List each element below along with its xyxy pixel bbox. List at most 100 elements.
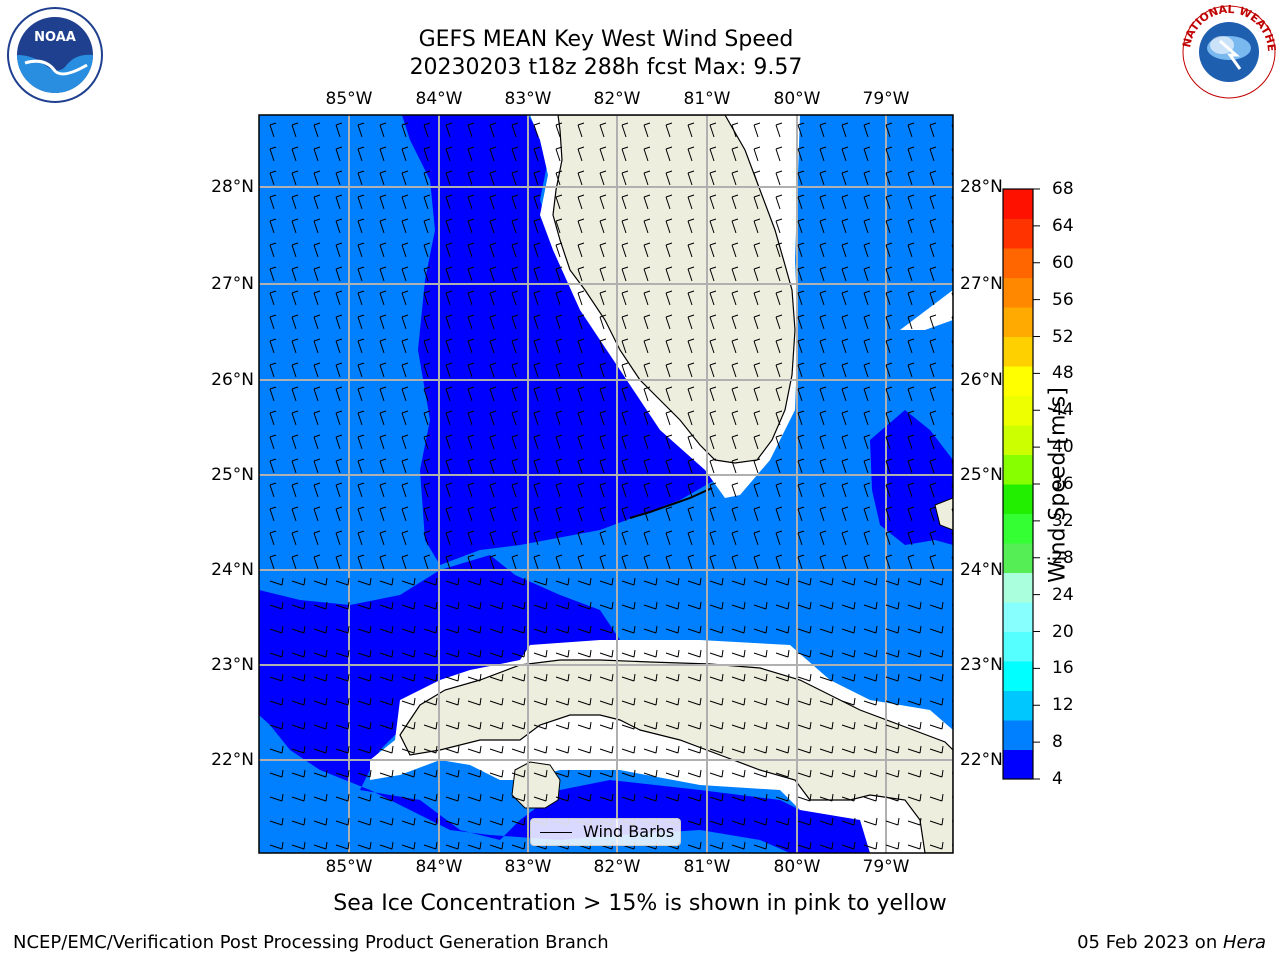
wind-barb xyxy=(555,410,563,426)
wind-barb xyxy=(907,625,922,634)
wind-barb xyxy=(687,817,702,826)
wind-barb xyxy=(775,506,783,522)
wind-barb xyxy=(775,625,790,634)
wind-barb xyxy=(643,530,651,546)
wind-barb xyxy=(621,673,636,682)
wind-barb xyxy=(885,506,893,522)
lon-tick-top: 81°W xyxy=(683,89,731,109)
lat-tick-left: 22°N xyxy=(211,750,254,770)
wind-barb xyxy=(643,122,651,138)
lon-tick-bottom: 79°W xyxy=(862,857,910,877)
wind-barb xyxy=(511,697,526,706)
wind-barb xyxy=(797,625,812,634)
wind-barb xyxy=(753,266,761,282)
wind-barb xyxy=(929,290,937,306)
wind-barb xyxy=(929,649,944,658)
wind-barb xyxy=(841,338,849,354)
wind-barb xyxy=(929,458,937,474)
wind-barb xyxy=(665,625,680,634)
wind-barb xyxy=(687,841,702,850)
wind-barb xyxy=(775,338,783,354)
wind-barb xyxy=(885,482,893,498)
wind-barb xyxy=(643,673,658,682)
wind-barb xyxy=(555,673,570,682)
wind-barb xyxy=(819,410,827,426)
wind-barb xyxy=(555,721,570,730)
wind-barb xyxy=(445,721,460,730)
wind-barb xyxy=(577,314,585,330)
wind-barb xyxy=(269,697,284,706)
wind-barb xyxy=(335,530,343,546)
wind-barb xyxy=(665,601,680,610)
lat-tick-left: 25°N xyxy=(211,465,254,485)
wind-barb xyxy=(335,577,350,586)
wind-barb xyxy=(423,793,438,802)
wind-barb xyxy=(357,793,372,802)
wind-barb xyxy=(819,266,827,282)
wind-barb xyxy=(797,122,805,138)
wind-barb xyxy=(467,697,482,706)
wind-barb xyxy=(555,745,570,754)
wind-barb xyxy=(599,410,607,426)
wind-barb xyxy=(819,170,827,186)
wind-barb xyxy=(621,649,636,658)
wind-barb xyxy=(599,266,607,282)
wind-barb xyxy=(665,530,673,546)
wind-barb xyxy=(775,314,783,330)
wind-barb xyxy=(841,410,849,426)
wind-barb xyxy=(929,601,944,610)
wind-barb xyxy=(731,506,739,522)
wind-barb xyxy=(313,673,328,682)
lat-tick-right: 27°N xyxy=(960,274,1003,294)
wind-barb xyxy=(775,290,783,306)
wind-barb xyxy=(401,841,416,850)
wind-barb xyxy=(291,697,306,706)
wind-barb xyxy=(709,625,724,634)
wind-barb xyxy=(401,146,409,162)
wind-barb xyxy=(753,218,761,234)
wind-barb xyxy=(401,625,416,634)
wind-barb xyxy=(621,625,636,634)
wind-barb xyxy=(775,386,783,402)
wind-barb xyxy=(313,458,321,474)
wind-barb xyxy=(313,601,328,610)
wind-barb xyxy=(291,745,306,754)
wind-barb xyxy=(291,458,299,474)
wind-barb xyxy=(467,122,475,138)
wind-barb xyxy=(269,290,277,306)
wind-barb xyxy=(511,194,519,210)
wind-barb xyxy=(599,745,614,754)
wind-barb xyxy=(797,577,812,586)
wind-barb xyxy=(665,482,673,498)
wind-barb xyxy=(643,577,658,586)
wind-barb xyxy=(511,769,526,778)
wind-barb xyxy=(335,793,350,802)
wind-barb xyxy=(467,577,482,586)
wind-barb xyxy=(533,721,548,730)
wind-barb xyxy=(665,410,673,426)
wind-barb xyxy=(929,817,944,826)
wind-barb xyxy=(269,338,277,354)
wind-barb xyxy=(885,266,893,282)
colorbar-tick-label: 24 xyxy=(1052,584,1074,605)
wind-barb xyxy=(379,290,387,306)
wind-barb xyxy=(533,122,541,138)
wind-barb xyxy=(841,242,849,258)
wind-barb xyxy=(269,410,277,426)
wind-barb xyxy=(511,673,526,682)
wind-barb xyxy=(929,338,937,354)
wind-barb xyxy=(599,434,607,450)
wind-barb xyxy=(753,386,761,402)
wind-barb xyxy=(379,362,387,378)
wind-barb xyxy=(775,434,783,450)
wind-barb xyxy=(313,649,328,658)
wind-barb xyxy=(555,769,570,778)
wind-barb xyxy=(731,338,739,354)
wind-barb xyxy=(929,625,944,634)
wind-barb xyxy=(269,745,284,754)
wind-barb xyxy=(885,314,893,330)
wind-barb xyxy=(709,386,717,402)
wind-barb xyxy=(423,170,431,186)
wind-barb xyxy=(709,218,717,234)
wind-barb xyxy=(577,769,592,778)
